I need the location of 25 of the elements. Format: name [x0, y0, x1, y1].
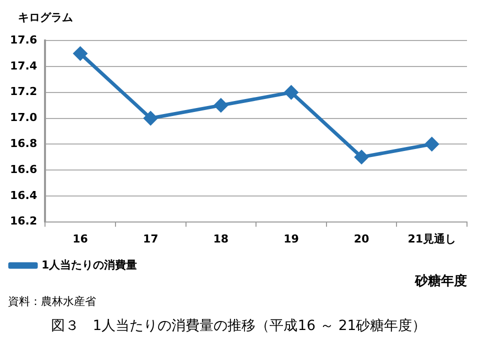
y-axis-title: キログラム [18, 10, 73, 25]
point [425, 137, 439, 151]
x-tick-label: 18 [213, 232, 229, 246]
x-tick-label: 16 [72, 232, 88, 246]
x-axis-title: 砂糖年度 [415, 272, 467, 290]
x-tick-label: 17 [142, 232, 158, 246]
text: 図３ 1人当たりの消費量の推移（平成16 ～ 21砂糖年度） [50, 317, 428, 335]
y-tick-label: 17.6 [10, 33, 38, 46]
y-tick-label: 17.4 [10, 59, 38, 72]
y-tick-label: 16.8 [10, 137, 38, 150]
y-tick-label: 16.6 [10, 162, 38, 176]
point [74, 46, 88, 60]
y-tick-label: 16.4 [10, 188, 38, 202]
legend-label: 1人当たりの消費量 [42, 258, 138, 272]
y-tick-label: 16.2 [10, 214, 38, 228]
point [214, 98, 228, 112]
point [144, 112, 158, 126]
x-tick-label: 19 [284, 232, 299, 246]
x-tick-label: 20 [354, 232, 370, 246]
y-tick-label: 17.2 [10, 85, 38, 98]
point [284, 86, 298, 100]
point [354, 150, 368, 164]
y-tick-label: 17.0 [10, 111, 38, 124]
x-tick-label: 21見通し [408, 232, 456, 246]
text: 資料：農林水産省 [8, 294, 96, 309]
